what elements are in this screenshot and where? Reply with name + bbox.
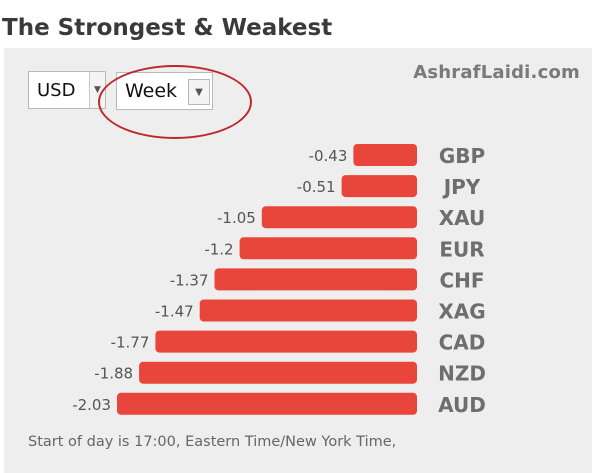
bar-cad	[155, 330, 417, 353]
value-label-cad: -1.77	[111, 334, 150, 352]
value-label-aud: -2.03	[72, 396, 111, 414]
page-title: The Strongest & Weakest	[0, 10, 341, 46]
bar-gbp	[353, 144, 417, 166]
chevron-down-icon[interactable]: ▼	[89, 72, 105, 108]
category-label-gbp: GBP	[439, 144, 485, 168]
bar-eur	[239, 237, 417, 260]
bar-nzd	[139, 361, 417, 384]
category-label-nzd: NZD	[438, 362, 486, 386]
category-label-xag: XAG	[438, 300, 485, 324]
category-label-eur: EUR	[439, 237, 484, 261]
value-label-nzd: -1.88	[94, 365, 133, 383]
currency-select-value: USD	[37, 79, 76, 101]
value-label-eur: -1.2	[204, 240, 233, 258]
period-select-value: Week	[125, 80, 178, 102]
category-label-jpy: JPY	[442, 175, 481, 199]
period-select[interactable]: Week ▼	[116, 72, 213, 110]
bar-xag	[199, 299, 417, 322]
bar-xau	[261, 206, 417, 229]
category-label-xau: XAU	[439, 206, 486, 230]
strength-bar-chart: -0.43 GBP -0.51 JPY -1.05 XAU -1.2 EUR -1.37 CHF -…	[72, 144, 486, 417]
value-label-chf: -1.37	[170, 271, 209, 289]
bar-chf	[214, 268, 417, 291]
value-label-xau: -1.05	[217, 209, 256, 227]
bar-jpy	[341, 175, 417, 198]
bar-aud	[117, 392, 417, 415]
currency-strength-widget: USD ▼ Week ▼ AshrafLaidi.com -0.43 GBP -0.…	[4, 48, 592, 473]
chevron-down-icon[interactable]: ▼	[188, 79, 210, 105]
footer-note: Start of day is 17:00, Eastern Time/New …	[28, 434, 397, 450]
brand-watermark: AshrafLaidi.com	[413, 62, 580, 83]
category-label-chf: CHF	[439, 268, 484, 292]
currency-select[interactable]: USD ▼	[28, 71, 106, 109]
category-label-aud: AUD	[438, 393, 486, 417]
value-label-gbp: -0.43	[309, 147, 348, 165]
value-label-jpy: -0.51	[297, 178, 336, 196]
value-label-xag: -1.47	[155, 303, 194, 321]
category-label-cad: CAD	[439, 331, 486, 355]
